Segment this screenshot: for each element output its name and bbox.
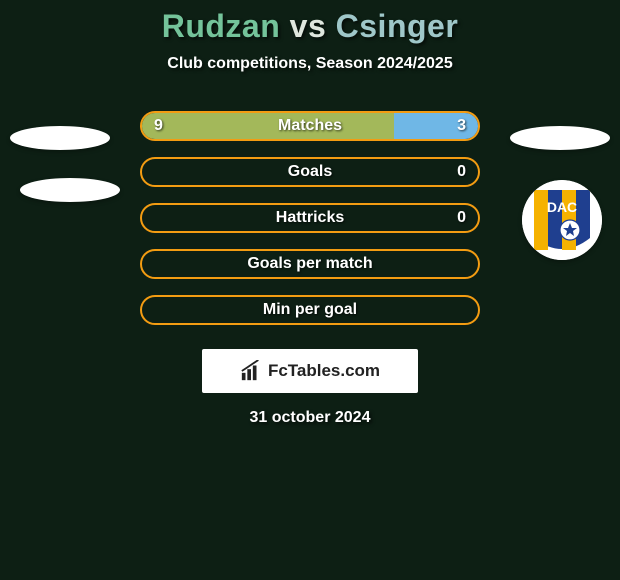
- stat-row: Min per goal: [0, 287, 620, 333]
- date-text: 31 october 2024: [0, 409, 620, 427]
- bar-track: 9 Matches 3: [140, 111, 480, 141]
- bar-track: Hattricks 0: [140, 203, 480, 233]
- chart-icon: [240, 360, 262, 382]
- stat-label: Goals per match: [247, 255, 372, 273]
- vs-text: vs: [290, 8, 327, 44]
- bar-track: Min per goal: [140, 295, 480, 325]
- stat-label: Hattricks: [276, 209, 344, 227]
- player-a-name: Rudzan: [162, 8, 281, 44]
- bar-overlay: Goals 0: [142, 159, 478, 185]
- stat-label: Min per goal: [263, 301, 357, 319]
- stat-value-right: 0: [457, 163, 466, 181]
- bar-overlay: Hattricks 0: [142, 205, 478, 231]
- stat-rows: 9 Matches 3 Goals 0 Hattricks 0 Goals per match…: [0, 103, 620, 333]
- bar-overlay: Goals per match: [142, 251, 478, 277]
- stat-row: Goals per match: [0, 241, 620, 287]
- stat-label: Goals: [288, 163, 332, 181]
- page-title: Rudzan vs Csinger: [0, 8, 620, 45]
- bar-track: Goals per match: [140, 249, 480, 279]
- stat-value-left: 9: [154, 117, 163, 135]
- stat-row: Goals 0: [0, 149, 620, 195]
- bar-overlay: 9 Matches 3: [142, 113, 478, 139]
- stat-label: Matches: [278, 117, 342, 135]
- brand-text: FcTables.com: [268, 361, 380, 381]
- stat-row: 9 Matches 3: [0, 103, 620, 149]
- subtitle: Club competitions, Season 2024/2025: [0, 55, 620, 73]
- stat-value-right: 3: [457, 117, 466, 135]
- stat-value-right: 0: [457, 209, 466, 227]
- player-b-name: Csinger: [336, 8, 459, 44]
- brand-badge: FcTables.com: [202, 349, 418, 393]
- bar-track: Goals 0: [140, 157, 480, 187]
- bar-overlay: Min per goal: [142, 297, 478, 323]
- stat-row: Hattricks 0: [0, 195, 620, 241]
- chart-container: Rudzan vs Csinger Club competitions, Sea…: [0, 0, 620, 580]
